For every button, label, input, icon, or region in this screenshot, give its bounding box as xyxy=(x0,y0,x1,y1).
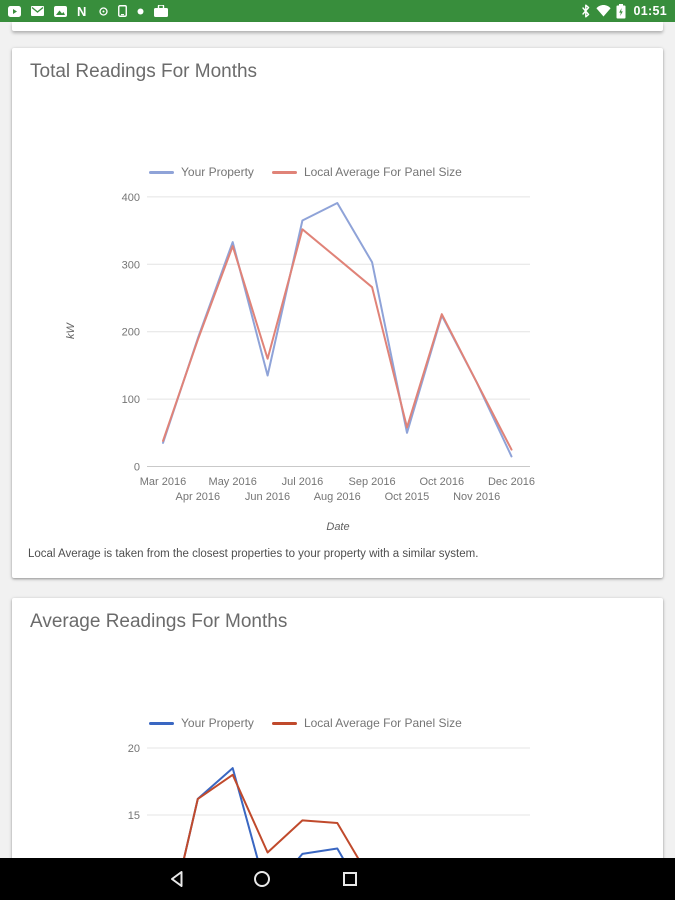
n-icon: N xyxy=(77,5,86,17)
svg-text:Aug 2016: Aug 2016 xyxy=(314,491,361,503)
legend-line-local-average xyxy=(271,170,297,174)
svg-text:15: 15 xyxy=(128,810,140,822)
svg-text:Sep 2016: Sep 2016 xyxy=(349,476,396,488)
battery-icon xyxy=(616,3,626,18)
legend-line-your-property xyxy=(149,170,174,174)
svg-text:200: 200 xyxy=(122,327,140,339)
total-readings-chart: 0 100 200 300 400 Mar 2016 Apr 2016 May 2016 Jun… xyxy=(65,192,535,533)
back-icon xyxy=(171,871,183,887)
radio-icon xyxy=(99,6,108,16)
local-average-footnote: Local Average is taken from the closest … xyxy=(28,548,479,560)
svg-text:100: 100 xyxy=(122,394,140,406)
chart-legend-average: Your Property Local Average For Panel Si… xyxy=(149,716,462,730)
legend-label-local-average: Local Average For Panel Size xyxy=(303,165,462,179)
svg-text:0: 0 xyxy=(134,462,140,474)
svg-text:400: 400 xyxy=(122,192,140,204)
legend-item-local-average: Local Average For Panel Size xyxy=(271,716,462,730)
svg-text:Jul 2016: Jul 2016 xyxy=(282,476,324,488)
card-total-readings: Total Readings For Months Your Property … xyxy=(12,48,663,578)
previous-card-remnant xyxy=(12,22,663,31)
legend-item-your-property: Your Property xyxy=(149,165,254,179)
home-button[interactable] xyxy=(240,858,284,900)
svg-text:May 2016: May 2016 xyxy=(209,476,257,488)
email-icon xyxy=(31,6,44,16)
legend-label-local-average: Local Average For Panel Size xyxy=(303,716,462,730)
card-title-average: Average Readings For Months xyxy=(30,611,288,632)
bluetooth-icon xyxy=(581,4,589,18)
dot-icon xyxy=(137,8,144,14)
notification-icons: N xyxy=(8,5,168,17)
svg-text:Date: Date xyxy=(326,521,349,533)
legend-item-your-property: Your Property xyxy=(149,716,254,730)
legend-line-local-average xyxy=(271,721,297,725)
navigation-bar xyxy=(0,858,675,900)
svg-text:Nov 2016: Nov 2016 xyxy=(453,491,500,503)
video-icon xyxy=(8,5,21,17)
card-title-total: Total Readings For Months xyxy=(30,61,258,82)
svg-text:Dec 2016: Dec 2016 xyxy=(488,476,535,488)
svg-text:20: 20 xyxy=(128,743,140,755)
system-icons: 01:51 xyxy=(581,3,667,19)
chart-legend-total: Your Property Local Average For Panel Si… xyxy=(149,165,462,179)
wifi-icon xyxy=(595,5,611,17)
legend-label-your-property: Your Property xyxy=(181,716,254,730)
briefcase-icon xyxy=(154,5,168,17)
svg-text:300: 300 xyxy=(122,259,140,271)
svg-text:Mar 2016: Mar 2016 xyxy=(140,476,186,488)
status-time: 01:51 xyxy=(633,4,667,18)
home-icon xyxy=(254,871,270,887)
svg-text:Apr 2016: Apr 2016 xyxy=(176,491,221,503)
svg-text:Oct 2016: Oct 2016 xyxy=(419,476,464,488)
gallery-icon xyxy=(54,5,67,17)
svg-text:N: N xyxy=(77,5,86,17)
device-icon xyxy=(118,5,127,17)
legend-line-your-property xyxy=(149,721,174,725)
recents-button[interactable] xyxy=(328,858,372,900)
status-bar: N xyxy=(0,0,675,22)
back-button[interactable] xyxy=(155,858,199,900)
svg-text:Oct 2015: Oct 2015 xyxy=(385,491,430,503)
legend-label-your-property: Your Property xyxy=(181,165,254,179)
recents-icon xyxy=(343,872,357,886)
svg-text:Jun 2016: Jun 2016 xyxy=(245,491,290,503)
svg-text:kW: kW xyxy=(65,321,77,339)
card-average-readings: Average Readings For Months Your Propert… xyxy=(12,598,663,900)
legend-item-local-average: Local Average For Panel Size xyxy=(271,165,462,179)
